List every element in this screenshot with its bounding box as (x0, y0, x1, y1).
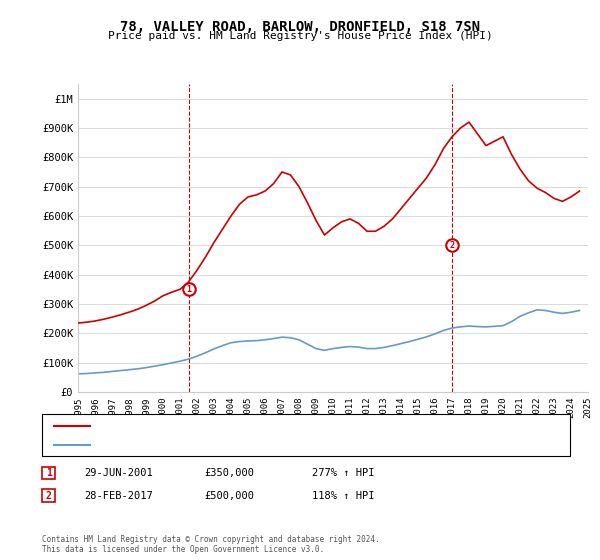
Text: 1: 1 (46, 468, 52, 478)
Text: 29-JUN-2001: 29-JUN-2001 (84, 468, 153, 478)
Text: HPI: Average price, detached house, North East Derbyshire: HPI: Average price, detached house, Nort… (96, 440, 403, 449)
Text: £350,000: £350,000 (204, 468, 254, 478)
Text: 78, VALLEY ROAD, BARLOW, DRONFIELD, S18 7SN (detached house): 78, VALLEY ROAD, BARLOW, DRONFIELD, S18 … (96, 422, 419, 431)
Text: Price paid vs. HM Land Registry's House Price Index (HPI): Price paid vs. HM Land Registry's House … (107, 31, 493, 41)
Text: 1: 1 (186, 285, 191, 294)
Text: 277% ↑ HPI: 277% ↑ HPI (312, 468, 374, 478)
Text: Contains HM Land Registry data © Crown copyright and database right 2024.
This d: Contains HM Land Registry data © Crown c… (42, 535, 380, 554)
Text: 2: 2 (46, 491, 52, 501)
Text: 118% ↑ HPI: 118% ↑ HPI (312, 491, 374, 501)
Text: 78, VALLEY ROAD, BARLOW, DRONFIELD, S18 7SN: 78, VALLEY ROAD, BARLOW, DRONFIELD, S18 … (120, 20, 480, 34)
Text: £500,000: £500,000 (204, 491, 254, 501)
Text: 2: 2 (449, 241, 455, 250)
Text: 28-FEB-2017: 28-FEB-2017 (84, 491, 153, 501)
